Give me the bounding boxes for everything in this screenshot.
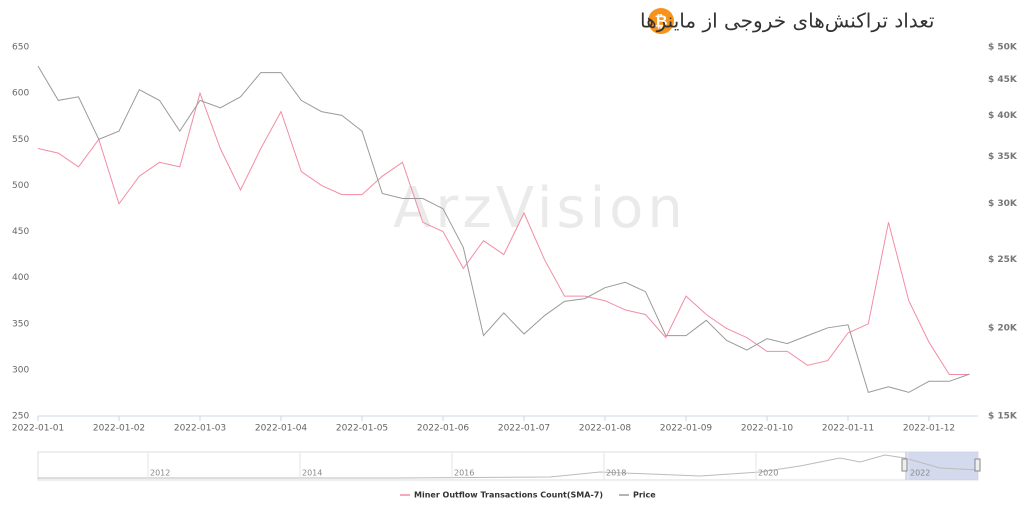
y-tick-label: 500 — [12, 181, 29, 191]
y2-tick-label: $ 35K — [988, 152, 1018, 162]
legend-label[interactable]: Miner Outflow Transactions Count(SMA-7) — [414, 491, 603, 500]
y-tick-label: 650 — [12, 43, 29, 53]
x-tick-label: 2022-01-08 — [579, 424, 632, 434]
navigator-label: 2012 — [150, 469, 170, 478]
x-tick-label: 2022-01-10 — [741, 424, 794, 434]
bitcoin-icon — [648, 8, 674, 34]
navigator-label: 2016 — [454, 469, 474, 478]
navigator-label: 2018 — [606, 469, 626, 478]
y-tick-label: 600 — [12, 89, 29, 99]
x-tick-label: 2022-01-07 — [498, 424, 550, 434]
navigator-label: 2014 — [302, 469, 322, 478]
y2-tick-label: $ 30K — [988, 199, 1018, 209]
y-tick-label: 250 — [12, 412, 29, 422]
navigator — [37, 451, 981, 481]
y2-tick-label: $ 25K — [988, 255, 1018, 265]
y-tick-label: 350 — [12, 319, 29, 329]
x-tick-label: 2022-01-09 — [660, 424, 713, 434]
x-tick-label: 2022-01-01 — [12, 424, 64, 434]
chart-title: تعداد تراکنش‌های خروجی از ماینرها — [640, 9, 935, 33]
x-tick-label: 2022-01-05 — [336, 424, 388, 434]
navigator-handle[interactable] — [974, 458, 981, 472]
navigator-range — [905, 452, 978, 480]
navigator-handle[interactable] — [901, 458, 908, 472]
watermark: ArzVision — [393, 176, 687, 241]
x-tick-label: 2022-01-03 — [174, 424, 226, 434]
y2-tick-label: $ 15K — [988, 412, 1018, 422]
x-tick-label: 2022-01-11 — [822, 424, 874, 434]
legend-label[interactable]: Price — [633, 491, 656, 500]
bitcoin-symbol: ₿ — [654, 12, 667, 31]
y2-tick-label: $ 45K — [988, 75, 1018, 85]
x-tick-label: 2022-01-04 — [255, 424, 308, 434]
navigator-frame — [37, 451, 979, 481]
y-tick-label: 300 — [12, 365, 29, 375]
navigator-label: 2022 — [910, 469, 930, 478]
y-tick-label: 450 — [12, 227, 29, 237]
navigator-line — [38, 454, 979, 479]
series-line — [37, 91, 970, 375]
y2-tick-label: $ 20K — [988, 323, 1018, 333]
navigator-label: 2020 — [758, 469, 778, 478]
series-line — [37, 65, 970, 394]
y2-tick-label: $ 40K — [988, 111, 1018, 121]
x-tick-label: 2022-01-12 — [903, 424, 955, 434]
y-tick-label: 550 — [12, 135, 29, 145]
x-tick-label: 2022-01-06 — [417, 424, 470, 434]
y2-tick-label: $ 50K — [988, 43, 1018, 53]
x-tick-label: 2022-01-02 — [93, 424, 145, 434]
y-tick-label: 400 — [12, 273, 29, 283]
